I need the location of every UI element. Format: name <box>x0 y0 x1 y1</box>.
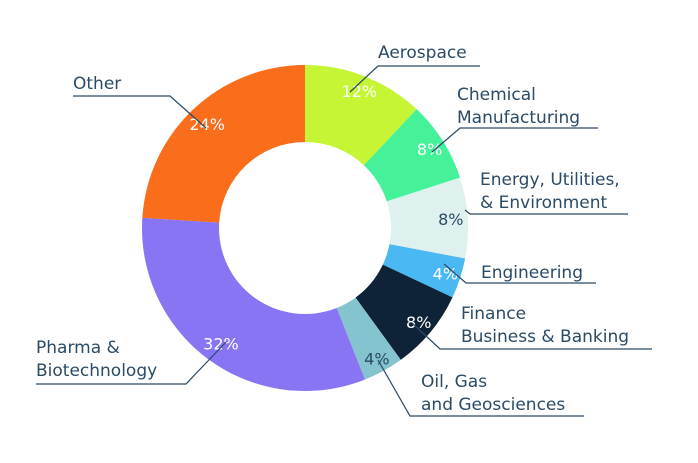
category-label-chemical-manufacturing: Chemical Manufacturing <box>457 85 580 128</box>
value-label-oil-gas-and-geosciences: 4% <box>364 350 389 369</box>
category-label-engineering: Engineering <box>481 263 583 283</box>
value-label-engineering: 4% <box>433 265 458 284</box>
category-label-line: Finance <box>461 304 526 324</box>
leader-line-pharma-and-biotechnology <box>36 341 227 385</box>
category-label-line: & Environment <box>480 193 608 213</box>
value-label-pharma-and-biotechnology: 32% <box>203 335 239 354</box>
leader-line-other <box>73 95 207 129</box>
category-label-line: Pharma & <box>36 338 120 358</box>
slice-chemical-manufacturing <box>363 109 461 202</box>
leader-line-finance-business-and-banking <box>411 322 652 350</box>
category-label-line: Energy, Utilities, <box>480 170 620 190</box>
slice-pharma-and-biotechnology <box>141 217 366 391</box>
slice-aerospace <box>305 65 417 166</box>
value-label-finance-business-and-banking: 8% <box>406 313 431 332</box>
category-label-oil-gas-and-geosciences: Oil, Gas and Geosciences <box>421 372 565 415</box>
category-label-line: Aerospace <box>378 43 467 63</box>
slice-other <box>142 64 305 223</box>
leader-line-energy-utilities-and-environment <box>464 209 628 215</box>
leader-line-chemical-manufacturing <box>431 127 598 153</box>
category-label-line: and Geosciences <box>421 395 565 415</box>
category-label-line: Engineering <box>481 263 583 283</box>
category-label-line: Chemical <box>457 85 536 105</box>
category-label-energy-utilities-and-environment: Energy, Utilities, & Environment <box>480 170 620 213</box>
slice-oil-gas-and-geosciences <box>336 297 401 380</box>
leader-line-aerospace <box>349 65 480 93</box>
category-label-pharma-and-biotechnology: Pharma & Biotechnology <box>36 338 157 381</box>
leader-line-oil-gas-and-geosciences <box>377 359 584 417</box>
category-label-line: Other <box>73 74 121 94</box>
slice-engineering <box>382 244 466 298</box>
leader-line-engineering <box>443 263 596 284</box>
category-label-line: Oil, Gas <box>421 372 487 392</box>
category-label-other: Other <box>73 74 121 94</box>
slice-energy-utilities-and-environment <box>386 177 469 259</box>
slice-finance-business-and-banking <box>355 264 453 360</box>
category-label-line: Biotechnology <box>36 361 157 381</box>
category-label-finance-business-and-banking: Finance Business & Banking <box>461 304 629 347</box>
value-label-other: 24% <box>189 115 225 134</box>
category-label-line: Business & Banking <box>461 327 629 347</box>
category-label-line: Manufacturing <box>457 108 580 128</box>
value-label-aerospace: 12% <box>342 82 378 101</box>
value-label-energy-utilities-and-environment: 8% <box>438 210 463 229</box>
value-label-chemical-manufacturing: 8% <box>417 140 442 159</box>
category-label-aerospace: Aerospace <box>378 43 467 63</box>
